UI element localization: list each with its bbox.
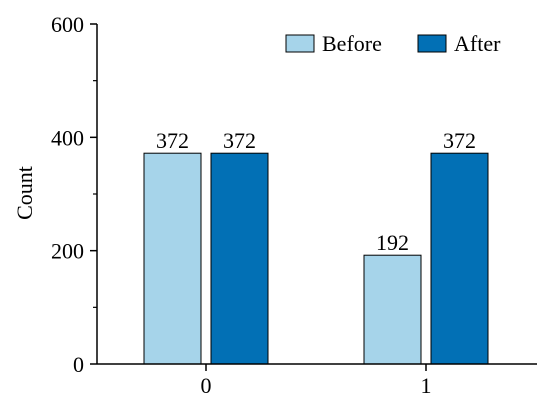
data-label-before-1: 192 — [376, 230, 409, 255]
legend-label-before: Before — [322, 31, 382, 56]
bar-before-0 — [143, 152, 202, 365]
legend-swatch-after — [417, 34, 447, 53]
data-label-before-0: 372 — [156, 128, 189, 153]
x-tick-label-0: 0 — [201, 373, 212, 398]
bar-after-0 — [210, 152, 269, 365]
y-axis-title: Count — [12, 166, 37, 220]
data-label-after-1: 372 — [443, 128, 476, 153]
legend: Before After — [285, 31, 501, 56]
legend-swatch-before — [285, 34, 315, 53]
x-tick-label-1: 1 — [421, 373, 432, 398]
bar-after-1 — [430, 152, 489, 365]
legend-label-after: After — [454, 31, 501, 56]
bars — [143, 152, 489, 365]
y-tick-label-0: 0 — [73, 352, 84, 377]
data-label-after-0: 372 — [223, 128, 256, 153]
y-tick-label-400: 400 — [51, 125, 84, 150]
y-tick-label-200: 200 — [51, 239, 84, 264]
bar-before-1 — [363, 254, 422, 365]
y-tick-label-600: 600 — [51, 12, 84, 37]
data-labels: 372 192 372 372 — [156, 128, 476, 255]
axes: 0 200 400 600 0 1 — [51, 12, 537, 398]
